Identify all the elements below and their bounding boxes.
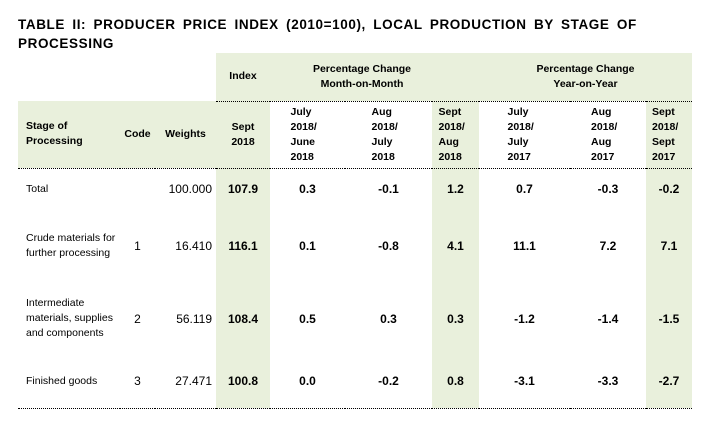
- stage-label: Intermediate materials, supplies and com…: [26, 297, 113, 339]
- header-index: Index: [216, 53, 270, 102]
- table-row: Crude materials for further processing 1…: [18, 210, 692, 282]
- value: -0.1: [378, 182, 399, 197]
- header-col: Sept 2018: [231, 120, 255, 148]
- header-col: Sept 2018/ Aug 2018: [438, 105, 465, 163]
- value: 11.1: [513, 239, 536, 253]
- value: 4.1: [432, 210, 479, 282]
- value: 0.0: [270, 355, 345, 409]
- value: -0.2: [646, 168, 692, 210]
- header-yoy: Percentage Change Year-on-Year: [536, 62, 635, 90]
- value: 0.1: [299, 239, 316, 253]
- value: 0.7: [516, 182, 533, 197]
- index-value: 108.4: [216, 282, 270, 355]
- header-col: Aug 2018/ July 2018: [371, 105, 398, 163]
- weight: 100.000: [168, 182, 212, 197]
- index-value: 107.9: [216, 168, 270, 210]
- value: -1.5: [646, 282, 692, 355]
- ppi-table: Index Percentage Change Month-on-Month P…: [18, 53, 692, 409]
- value: 0.5: [299, 311, 316, 326]
- table-row: Total 100.000 107.9 0.3 -0.1 1.2 0.7 -0.…: [18, 168, 692, 210]
- table-row: Intermediate materials, supplies and com…: [18, 282, 692, 355]
- value: -0.3: [597, 182, 619, 197]
- table-title: TABLE II: PRODUCER PRICE INDEX (2010=100…: [18, 17, 637, 51]
- weight: 56.119: [176, 311, 212, 326]
- value: 7.1: [646, 210, 692, 282]
- header-col: Aug 2018/ Aug 2017: [591, 105, 618, 163]
- header-code: Code: [120, 101, 155, 169]
- value: 0.3: [299, 182, 316, 197]
- header-col: July 2018/ July 2017: [507, 105, 534, 163]
- header-mom: Percentage Change Month-on-Month: [312, 62, 412, 90]
- index-value: 100.8: [216, 355, 270, 409]
- code: 2: [134, 311, 141, 326]
- header-stage: Stage of Processing: [18, 101, 120, 169]
- value: 7.2: [599, 239, 617, 253]
- value: -3.3: [570, 355, 646, 409]
- value: -1.2: [514, 311, 535, 326]
- code: 1: [134, 239, 141, 253]
- code: [120, 168, 155, 210]
- index-value: 116.1: [216, 210, 270, 282]
- weight: 27.471: [155, 355, 216, 409]
- value: -0.8: [378, 239, 399, 253]
- weight: 16.410: [175, 239, 212, 253]
- header-col: July 2018/ June 2018: [290, 105, 317, 163]
- value: -1.4: [597, 311, 619, 326]
- stage-label: Finished goods: [18, 355, 120, 409]
- header-weights: Weights: [155, 101, 216, 169]
- header-col: Sept 2018/ Sept 2017: [652, 105, 679, 163]
- value: -0.2: [345, 355, 432, 409]
- value: 1.2: [432, 168, 479, 210]
- value: 0.8: [432, 355, 479, 409]
- stage-label: Total: [26, 182, 49, 195]
- stage-label: Crude materials for further processing: [26, 232, 116, 259]
- code: 3: [120, 355, 155, 409]
- value: -2.7: [646, 355, 692, 409]
- table-row: Finished goods 3 27.471 100.8 0.0 -0.2 0…: [18, 355, 692, 409]
- value: 0.3: [380, 311, 397, 326]
- value: -3.1: [479, 355, 570, 409]
- value: 0.3: [432, 282, 479, 355]
